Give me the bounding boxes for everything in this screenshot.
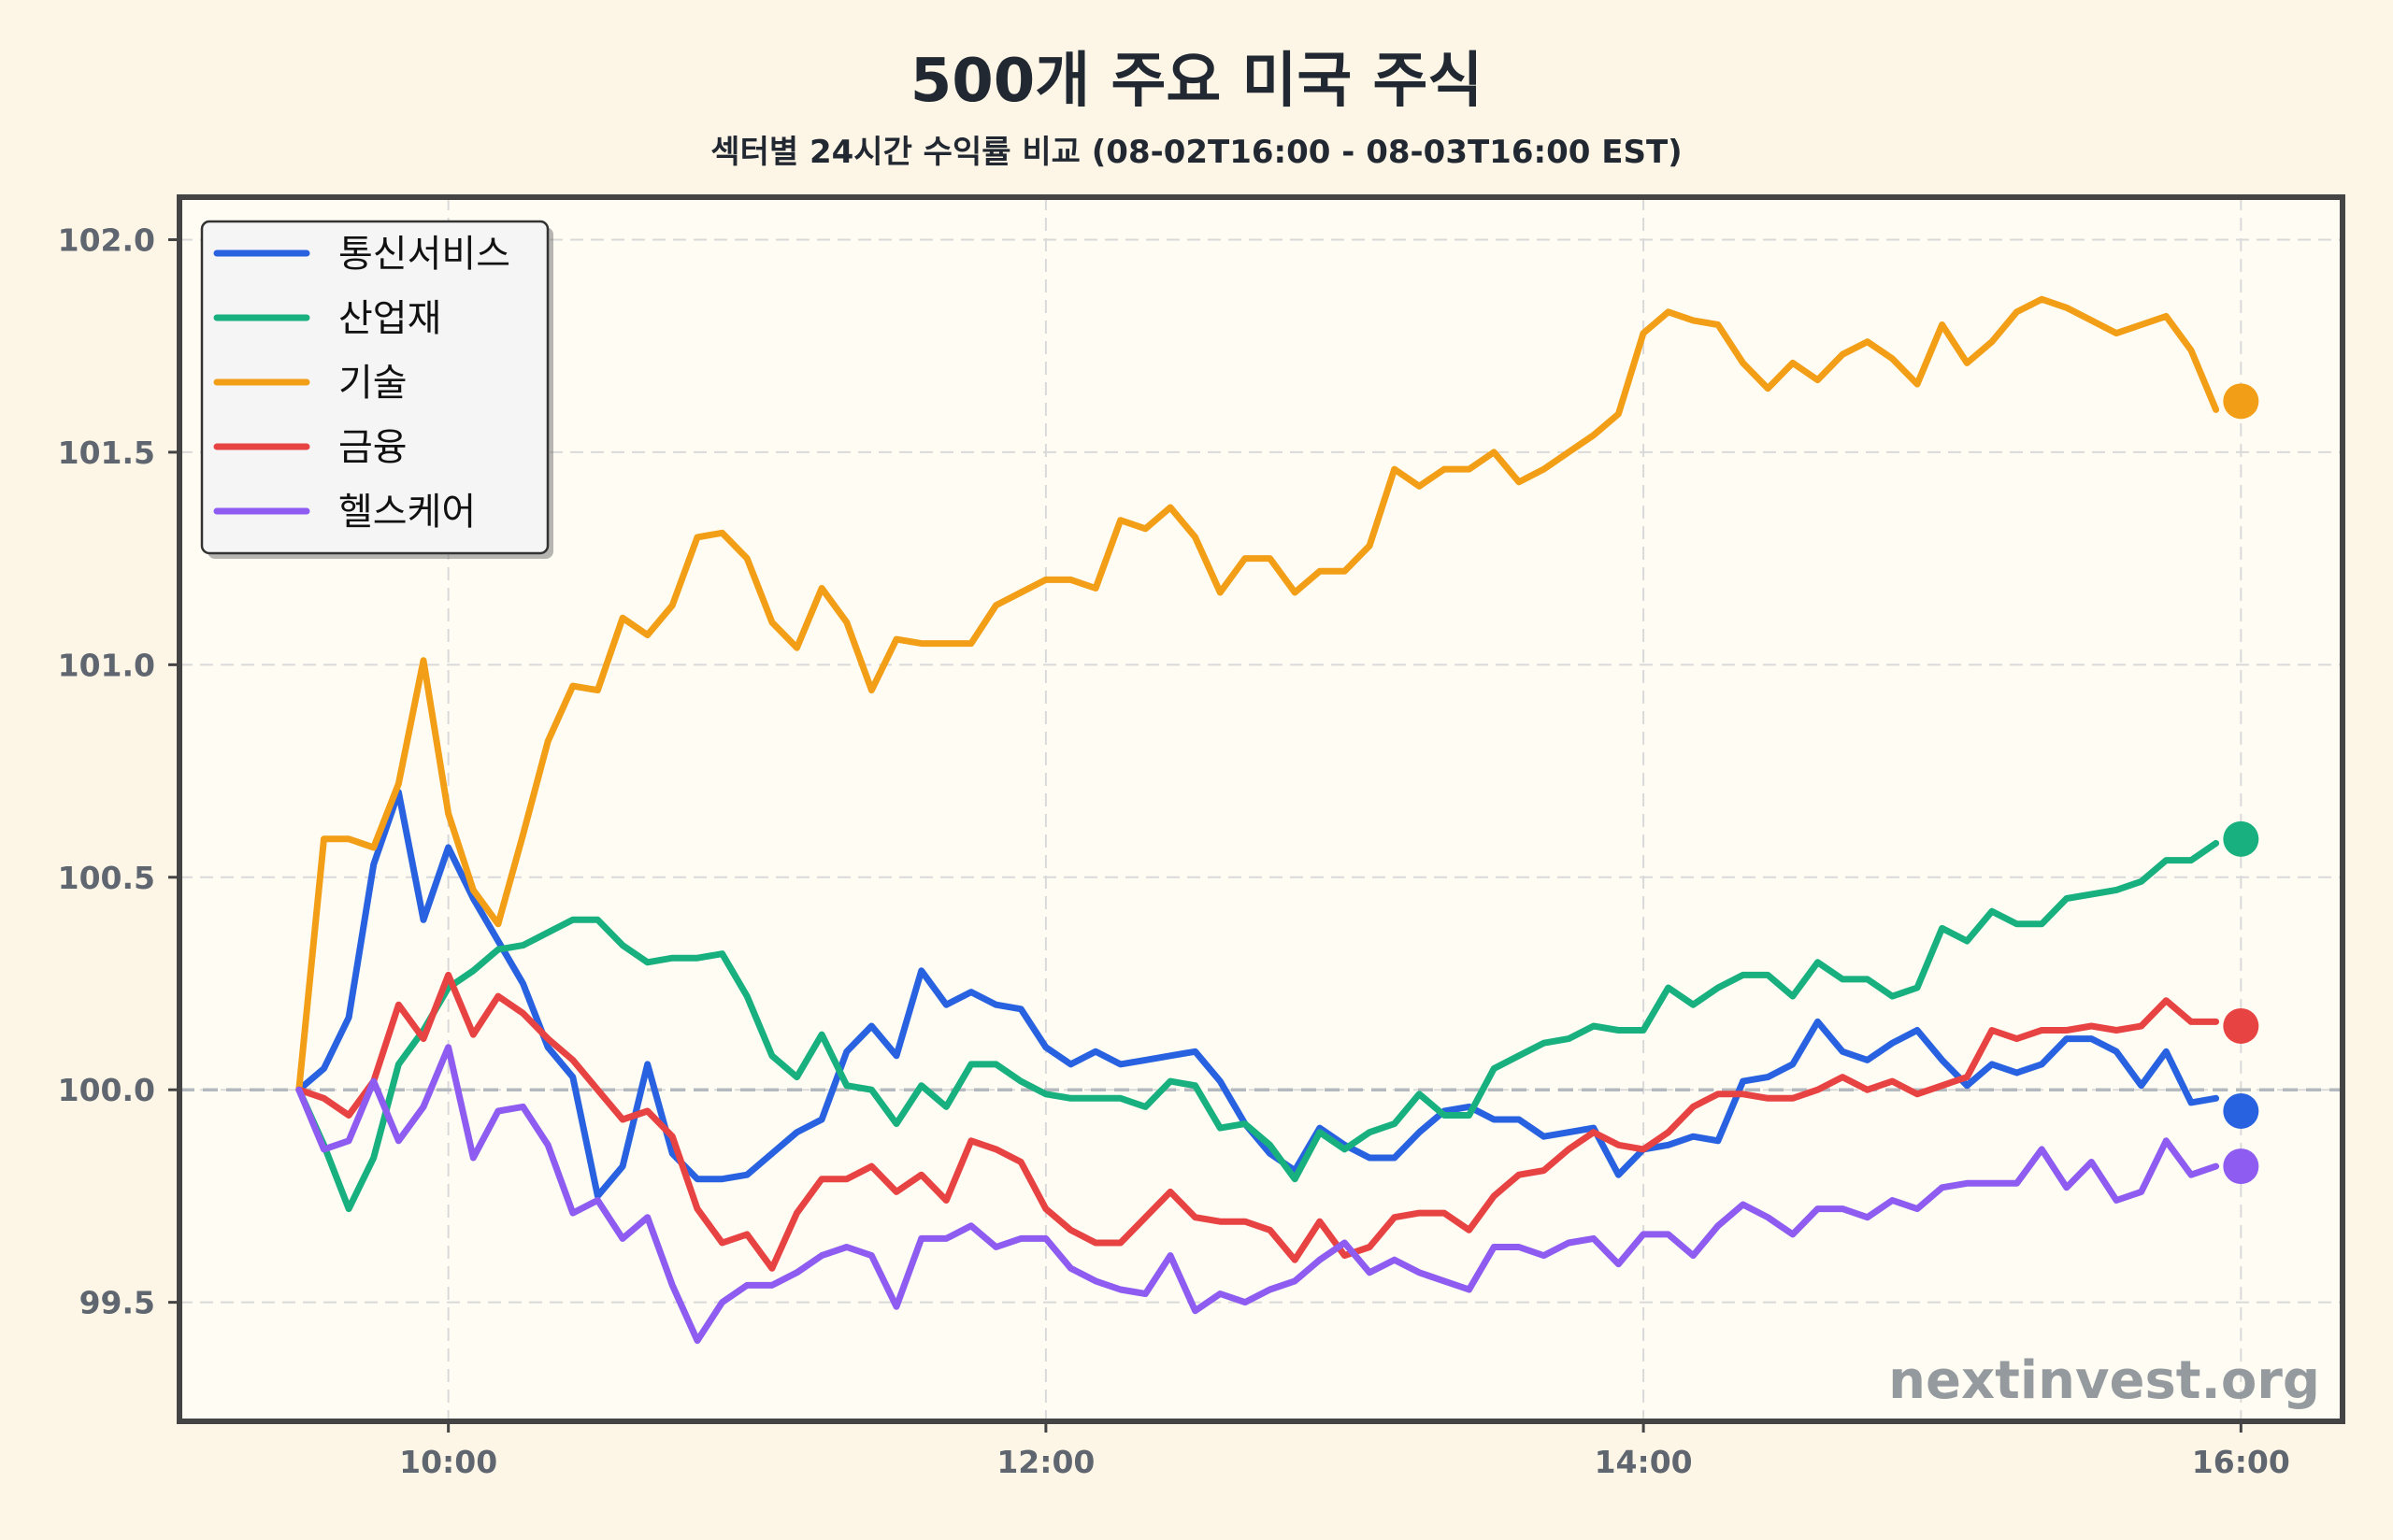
legend-label: 기술 (338, 362, 408, 405)
y-tick-label: 101.5 (58, 435, 155, 471)
y-tick-label: 101.0 (58, 647, 155, 683)
x-tick-label: 12:00 (996, 1444, 1095, 1480)
series-line-금융 (295, 971, 2220, 1272)
legend-label: 금융 (338, 426, 408, 469)
end-marker (2223, 383, 2259, 420)
x-tick-label: 16:00 (2192, 1444, 2290, 1480)
y-tick-label: 99.5 (79, 1285, 155, 1321)
legend-box (200, 220, 550, 555)
x-tick-label: 14:00 (1595, 1444, 1693, 1480)
y-tick-label: 102.0 (58, 221, 155, 258)
y-axis: 99.5 100.0 100.5 101.0 101.5 102.0 (58, 221, 179, 1321)
x-tick-label: 10:00 (399, 1444, 497, 1480)
legend-label: 헬스케어 (338, 491, 476, 534)
series-lines (295, 295, 2220, 1345)
x-axis: 10:00 12:00 14:00 16:00 (399, 1421, 2290, 1480)
watermark: nextinvest.org (1888, 1350, 2320, 1411)
end-marker (2223, 1007, 2259, 1044)
end-markers (2223, 383, 2259, 1185)
plot-frame (177, 194, 2345, 1424)
y-tick-label: 100.5 (58, 860, 155, 896)
legend-label: 산업재 (338, 297, 441, 340)
end-marker (2223, 1148, 2259, 1185)
series-line-헬스케어 (295, 1044, 2220, 1345)
series-line-산업재 (295, 839, 2220, 1213)
series-line-기술 (295, 295, 2220, 1093)
chart-title: 500개 주요 미국 주식 (910, 47, 1483, 116)
chart-subtitle: 섹터별 24시간 수익률 비교 (08-02T16:00 - 08-03T16:… (710, 134, 1682, 171)
y-tick-label: 100.0 (58, 1072, 155, 1108)
end-marker (2223, 1092, 2259, 1129)
end-marker (2223, 820, 2259, 857)
legend-label: 통신서비스 (338, 233, 510, 276)
